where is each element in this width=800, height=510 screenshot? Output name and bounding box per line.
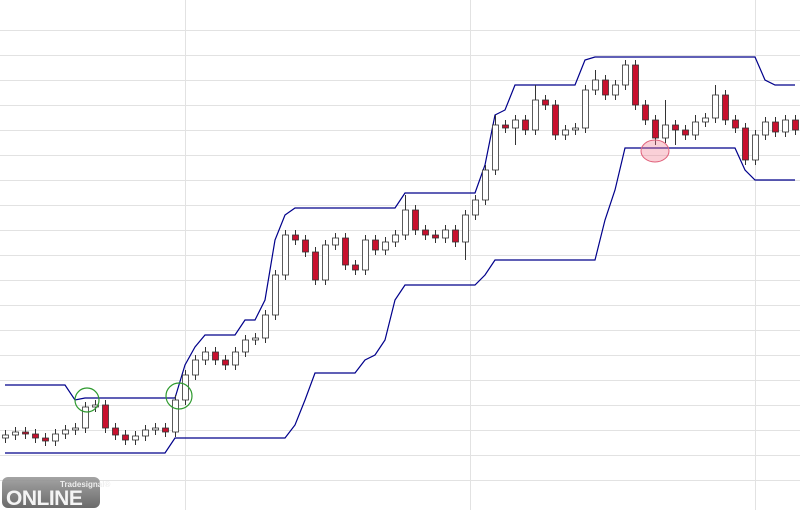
candle-body xyxy=(232,351,239,366)
candle-body xyxy=(462,214,469,243)
candle-body xyxy=(732,119,739,129)
candle-body xyxy=(202,351,209,361)
channel-line xyxy=(5,147,795,454)
candle-body xyxy=(622,64,629,86)
candle-body xyxy=(702,117,709,123)
candle-body xyxy=(412,209,419,231)
candle-body xyxy=(242,339,249,353)
candle-body xyxy=(172,399,179,433)
candle-body xyxy=(542,99,549,106)
candle-body xyxy=(332,237,339,246)
channel-line xyxy=(5,56,795,401)
candle-body xyxy=(42,437,49,442)
candle-body xyxy=(62,429,69,435)
candle-body xyxy=(502,124,509,129)
candles xyxy=(2,60,799,446)
candle-body xyxy=(192,359,199,376)
candle-body xyxy=(272,274,279,316)
highlight-circle xyxy=(74,387,100,413)
candle-body xyxy=(532,99,539,131)
candle-body xyxy=(2,434,9,439)
candle-body xyxy=(372,239,379,251)
candle-body xyxy=(182,374,189,401)
candle-body xyxy=(32,433,39,439)
candle-body xyxy=(572,127,579,131)
candle-body xyxy=(292,234,299,241)
candle-body xyxy=(592,79,599,91)
candle-body xyxy=(682,129,689,136)
candle-body xyxy=(602,79,609,96)
candle-body xyxy=(262,314,269,339)
candle-body xyxy=(162,427,169,433)
candle-body xyxy=(612,84,619,96)
candle-body xyxy=(672,124,679,131)
candle-body xyxy=(352,264,359,271)
candle-body xyxy=(442,229,449,239)
candle-body xyxy=(152,427,159,431)
candle-body xyxy=(52,433,59,442)
candle-body xyxy=(552,104,559,136)
candle-body xyxy=(122,434,129,441)
candle-body xyxy=(282,234,289,276)
candle-body xyxy=(12,431,19,436)
watermark-product: OnLine xyxy=(6,487,83,510)
candle-body xyxy=(482,169,489,201)
watermark: Tradesignal® OnLine xyxy=(2,477,110,510)
candle-body xyxy=(582,89,589,129)
candle-body xyxy=(562,129,569,136)
watermark-box xyxy=(2,477,100,508)
watermark-brand: Tradesignal® xyxy=(60,480,110,489)
highlight-circle xyxy=(165,382,193,410)
candle-body xyxy=(632,64,639,106)
candle-body xyxy=(692,121,699,136)
candle-body xyxy=(132,435,139,441)
candle-body xyxy=(522,119,529,131)
candle-body xyxy=(662,124,669,139)
candle-body xyxy=(772,121,779,133)
candle-body xyxy=(222,359,229,366)
candle-body xyxy=(212,351,219,361)
candle-body xyxy=(492,124,499,171)
candle-body xyxy=(742,127,749,161)
highlight-circle xyxy=(640,139,670,163)
candle-body xyxy=(402,209,409,236)
candle-body xyxy=(82,406,89,429)
candle-body xyxy=(142,429,149,437)
candle-body xyxy=(432,234,439,239)
candle-body xyxy=(452,229,459,243)
candle-body xyxy=(92,404,99,408)
candle-body xyxy=(362,239,369,271)
candle-body xyxy=(512,119,519,129)
candle-body xyxy=(652,119,659,139)
candle-body xyxy=(422,229,429,236)
candle-body xyxy=(72,427,79,431)
candle-body xyxy=(22,431,29,435)
candle-body xyxy=(712,94,719,119)
annotations xyxy=(74,139,670,413)
candle-body xyxy=(762,121,769,136)
candle-body xyxy=(342,237,349,266)
candle-body xyxy=(382,241,389,251)
candle-body xyxy=(792,119,799,131)
candle-body xyxy=(782,119,789,133)
candle-body xyxy=(102,404,109,429)
candle-body xyxy=(752,134,759,161)
candle-body xyxy=(392,234,399,243)
candle-body xyxy=(302,239,309,253)
candle-body xyxy=(312,251,319,281)
candle-body xyxy=(112,427,119,436)
candle-body xyxy=(322,244,329,281)
candle-body xyxy=(472,199,479,216)
bands xyxy=(5,56,795,454)
candle-body xyxy=(642,104,649,121)
candle-body xyxy=(252,337,259,341)
candle-body xyxy=(722,94,729,121)
